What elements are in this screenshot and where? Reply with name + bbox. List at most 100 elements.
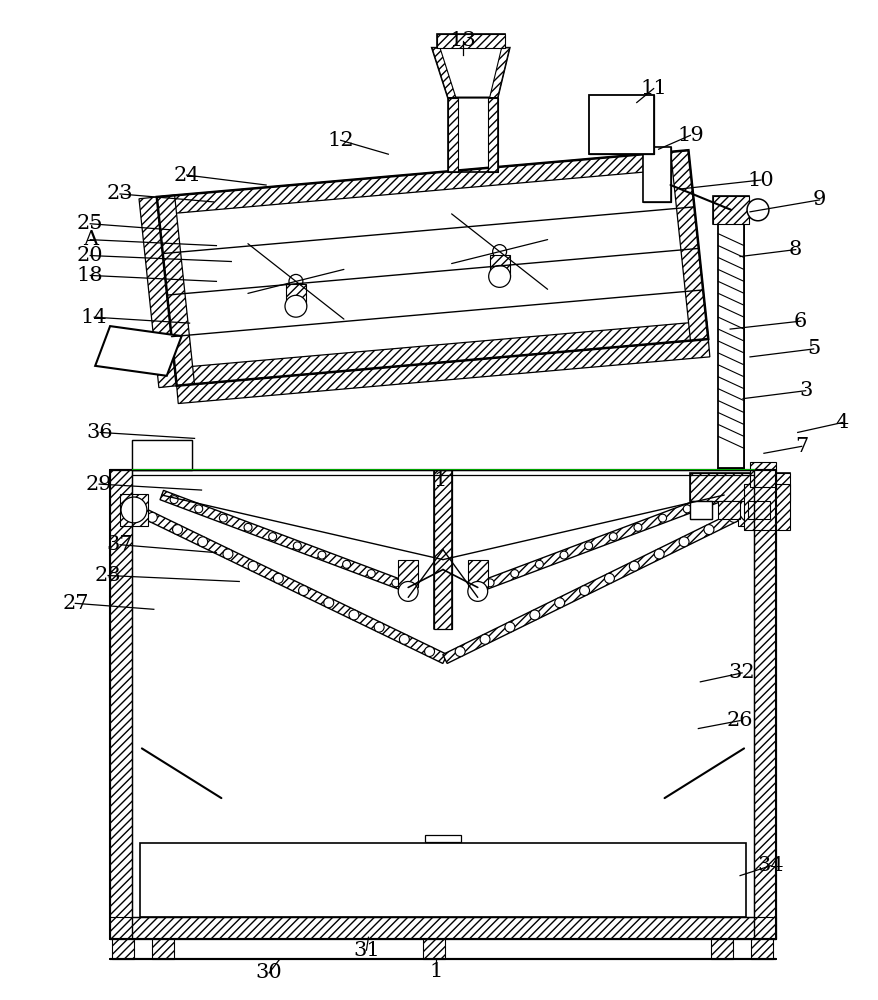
Text: 10: 10 (746, 171, 774, 190)
Polygon shape (156, 150, 689, 215)
Circle shape (746, 199, 768, 221)
Polygon shape (120, 494, 148, 526)
Text: 27: 27 (62, 594, 89, 613)
Circle shape (753, 494, 781, 522)
Text: 11: 11 (639, 79, 666, 98)
Text: 28: 28 (95, 566, 121, 585)
Polygon shape (712, 196, 748, 224)
Circle shape (367, 570, 375, 578)
Circle shape (195, 505, 203, 513)
Text: 9: 9 (812, 190, 825, 209)
Circle shape (455, 647, 464, 657)
Circle shape (633, 523, 641, 531)
Circle shape (529, 610, 539, 620)
Circle shape (248, 561, 258, 571)
Polygon shape (434, 470, 451, 629)
Polygon shape (448, 98, 457, 172)
Polygon shape (743, 484, 788, 530)
Circle shape (658, 514, 666, 522)
Polygon shape (285, 284, 306, 306)
Circle shape (761, 502, 773, 514)
Polygon shape (489, 48, 509, 98)
Polygon shape (747, 501, 769, 519)
Text: 12: 12 (327, 131, 354, 150)
Text: 8: 8 (788, 240, 802, 259)
Text: 14: 14 (81, 308, 107, 327)
Circle shape (510, 570, 518, 578)
Circle shape (479, 634, 489, 644)
Text: 5: 5 (806, 339, 819, 358)
Text: A: A (83, 230, 97, 249)
Circle shape (486, 579, 493, 587)
Circle shape (559, 551, 567, 559)
Polygon shape (476, 490, 725, 592)
Circle shape (289, 274, 303, 288)
Polygon shape (110, 917, 775, 939)
Polygon shape (712, 196, 748, 224)
Circle shape (198, 537, 207, 547)
Polygon shape (717, 224, 743, 468)
Circle shape (323, 598, 334, 608)
Circle shape (424, 647, 434, 657)
Circle shape (579, 586, 589, 596)
Circle shape (707, 496, 715, 504)
Polygon shape (134, 505, 447, 663)
Polygon shape (110, 470, 132, 939)
Circle shape (535, 560, 543, 568)
Circle shape (318, 551, 326, 559)
Polygon shape (642, 147, 670, 202)
Polygon shape (432, 48, 456, 98)
Text: 3: 3 (798, 381, 811, 400)
Text: 36: 36 (87, 423, 113, 442)
Polygon shape (436, 34, 504, 48)
Polygon shape (642, 147, 670, 202)
Text: 32: 32 (728, 663, 754, 682)
Polygon shape (467, 560, 487, 587)
Polygon shape (487, 98, 497, 172)
Circle shape (745, 486, 788, 530)
Circle shape (269, 533, 277, 541)
Text: 30: 30 (255, 963, 282, 982)
Polygon shape (432, 48, 509, 98)
Circle shape (349, 610, 358, 620)
Polygon shape (160, 490, 409, 592)
Text: 19: 19 (676, 126, 703, 145)
Polygon shape (139, 197, 176, 388)
Text: 31: 31 (353, 941, 379, 960)
Text: 26: 26 (726, 711, 752, 730)
Circle shape (604, 573, 614, 583)
Polygon shape (489, 255, 509, 276)
Circle shape (554, 598, 564, 608)
Text: 34: 34 (757, 856, 783, 875)
Circle shape (172, 525, 183, 535)
Circle shape (467, 581, 487, 601)
Text: 20: 20 (76, 246, 104, 265)
Circle shape (629, 561, 638, 571)
Circle shape (392, 579, 399, 587)
Text: 37: 37 (106, 535, 133, 554)
Circle shape (488, 265, 510, 287)
Polygon shape (753, 470, 775, 939)
Circle shape (244, 523, 252, 531)
Circle shape (728, 512, 738, 522)
Polygon shape (738, 494, 765, 526)
Circle shape (374, 622, 384, 632)
Circle shape (679, 537, 688, 547)
Circle shape (492, 245, 506, 259)
Circle shape (738, 497, 764, 523)
Text: 29: 29 (86, 475, 112, 494)
Polygon shape (717, 224, 743, 468)
Circle shape (148, 512, 157, 522)
Text: 18: 18 (76, 266, 104, 285)
Polygon shape (689, 473, 788, 501)
Circle shape (223, 549, 233, 559)
Polygon shape (422, 939, 444, 959)
Circle shape (399, 634, 409, 644)
Polygon shape (443, 505, 751, 663)
Circle shape (220, 514, 227, 522)
Polygon shape (132, 440, 191, 470)
Circle shape (293, 542, 301, 550)
Polygon shape (670, 150, 708, 341)
Circle shape (608, 533, 616, 541)
Polygon shape (140, 843, 745, 917)
